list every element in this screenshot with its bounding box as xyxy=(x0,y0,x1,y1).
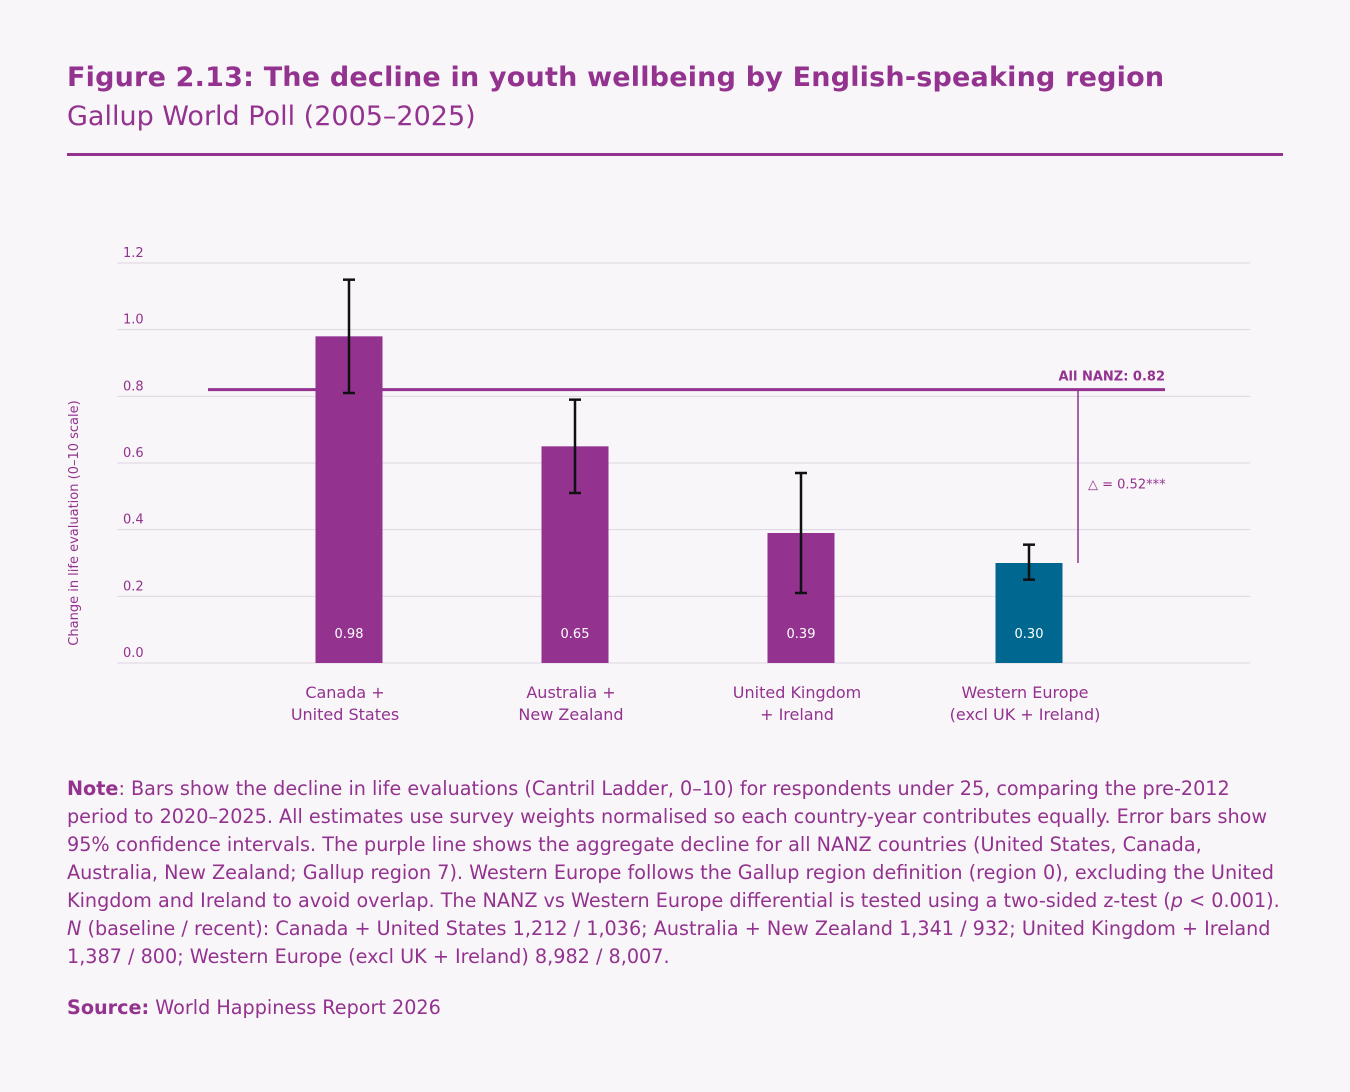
x-category-label: Canada + xyxy=(305,683,384,702)
y-tick-label: 0.2 xyxy=(123,579,144,594)
y-tick-label: 0.6 xyxy=(123,446,144,461)
note-p-symbol: p xyxy=(1170,889,1183,912)
note-text-3: (baseline / recent): Canada + United Sta… xyxy=(67,917,1271,968)
nanz-reference-label: All NANZ: 0.82 xyxy=(1058,370,1165,385)
x-category-label: + Ireland xyxy=(760,705,834,724)
x-category-label: United Kingdom xyxy=(733,683,861,702)
reference-line-group: All NANZ: 0.82 △ = 0.52*** xyxy=(208,370,1166,563)
y-tick-label: 1.2 xyxy=(123,246,144,261)
bar-value-label: 0.30 xyxy=(1015,627,1044,642)
x-category-label: Western Europe xyxy=(962,683,1089,702)
y-tick-label: 0.0 xyxy=(123,646,144,661)
source-label: Source: xyxy=(67,996,150,1019)
note-text-1: : Bars show the decline in life evaluati… xyxy=(67,777,1274,912)
gridlines xyxy=(117,262,1250,664)
header-divider xyxy=(67,153,1283,156)
note-text-2: < 0.001). xyxy=(1182,889,1280,912)
bar-value-label: 0.39 xyxy=(787,627,816,642)
y-tick-label: 1.0 xyxy=(123,313,144,328)
figure-note: Note: Bars show the decline in life eval… xyxy=(67,775,1292,971)
x-category-label: New Zealand xyxy=(518,705,623,724)
y-axis-ticks: 0.0 0.2 0.4 0.6 0.8 1.0 1.2 xyxy=(123,246,144,661)
y-tick-label: 0.8 xyxy=(123,379,144,394)
source-text: World Happiness Report 2026 xyxy=(149,996,441,1019)
difference-annotation-label: △ = 0.52*** xyxy=(1088,477,1166,492)
bar-value-labels: 0.98 0.65 0.39 0.30 xyxy=(335,627,1044,642)
bar-value-label: 0.65 xyxy=(561,627,590,642)
figure-source: Source: World Happiness Report 2026 xyxy=(67,996,441,1019)
x-category-label: Australia + xyxy=(526,683,615,702)
bar-chart: 0.0 0.2 0.4 0.6 0.8 1.0 1.2 Change in life eva… xyxy=(67,246,1250,724)
bars xyxy=(315,336,1063,663)
x-category-label: United States xyxy=(291,705,399,724)
x-axis-category-labels: Canada + United States Australia + New Zeal… xyxy=(291,683,1101,724)
y-axis-label: Change in life evaluation (0–10 scale) xyxy=(67,400,82,645)
y-tick-label: 0.4 xyxy=(123,513,144,528)
error-bars xyxy=(343,278,1035,595)
note-n-symbol: N xyxy=(67,917,82,940)
figure-title: Figure 2.13: The decline in youth wellbe… xyxy=(67,62,1165,93)
x-category-label: (excl UK + Ireland) xyxy=(950,705,1101,724)
note-label: Note xyxy=(67,777,119,800)
bar-value-label: 0.98 xyxy=(335,627,364,642)
figure-subtitle: Gallup World Poll (2005–2025) xyxy=(67,101,476,132)
